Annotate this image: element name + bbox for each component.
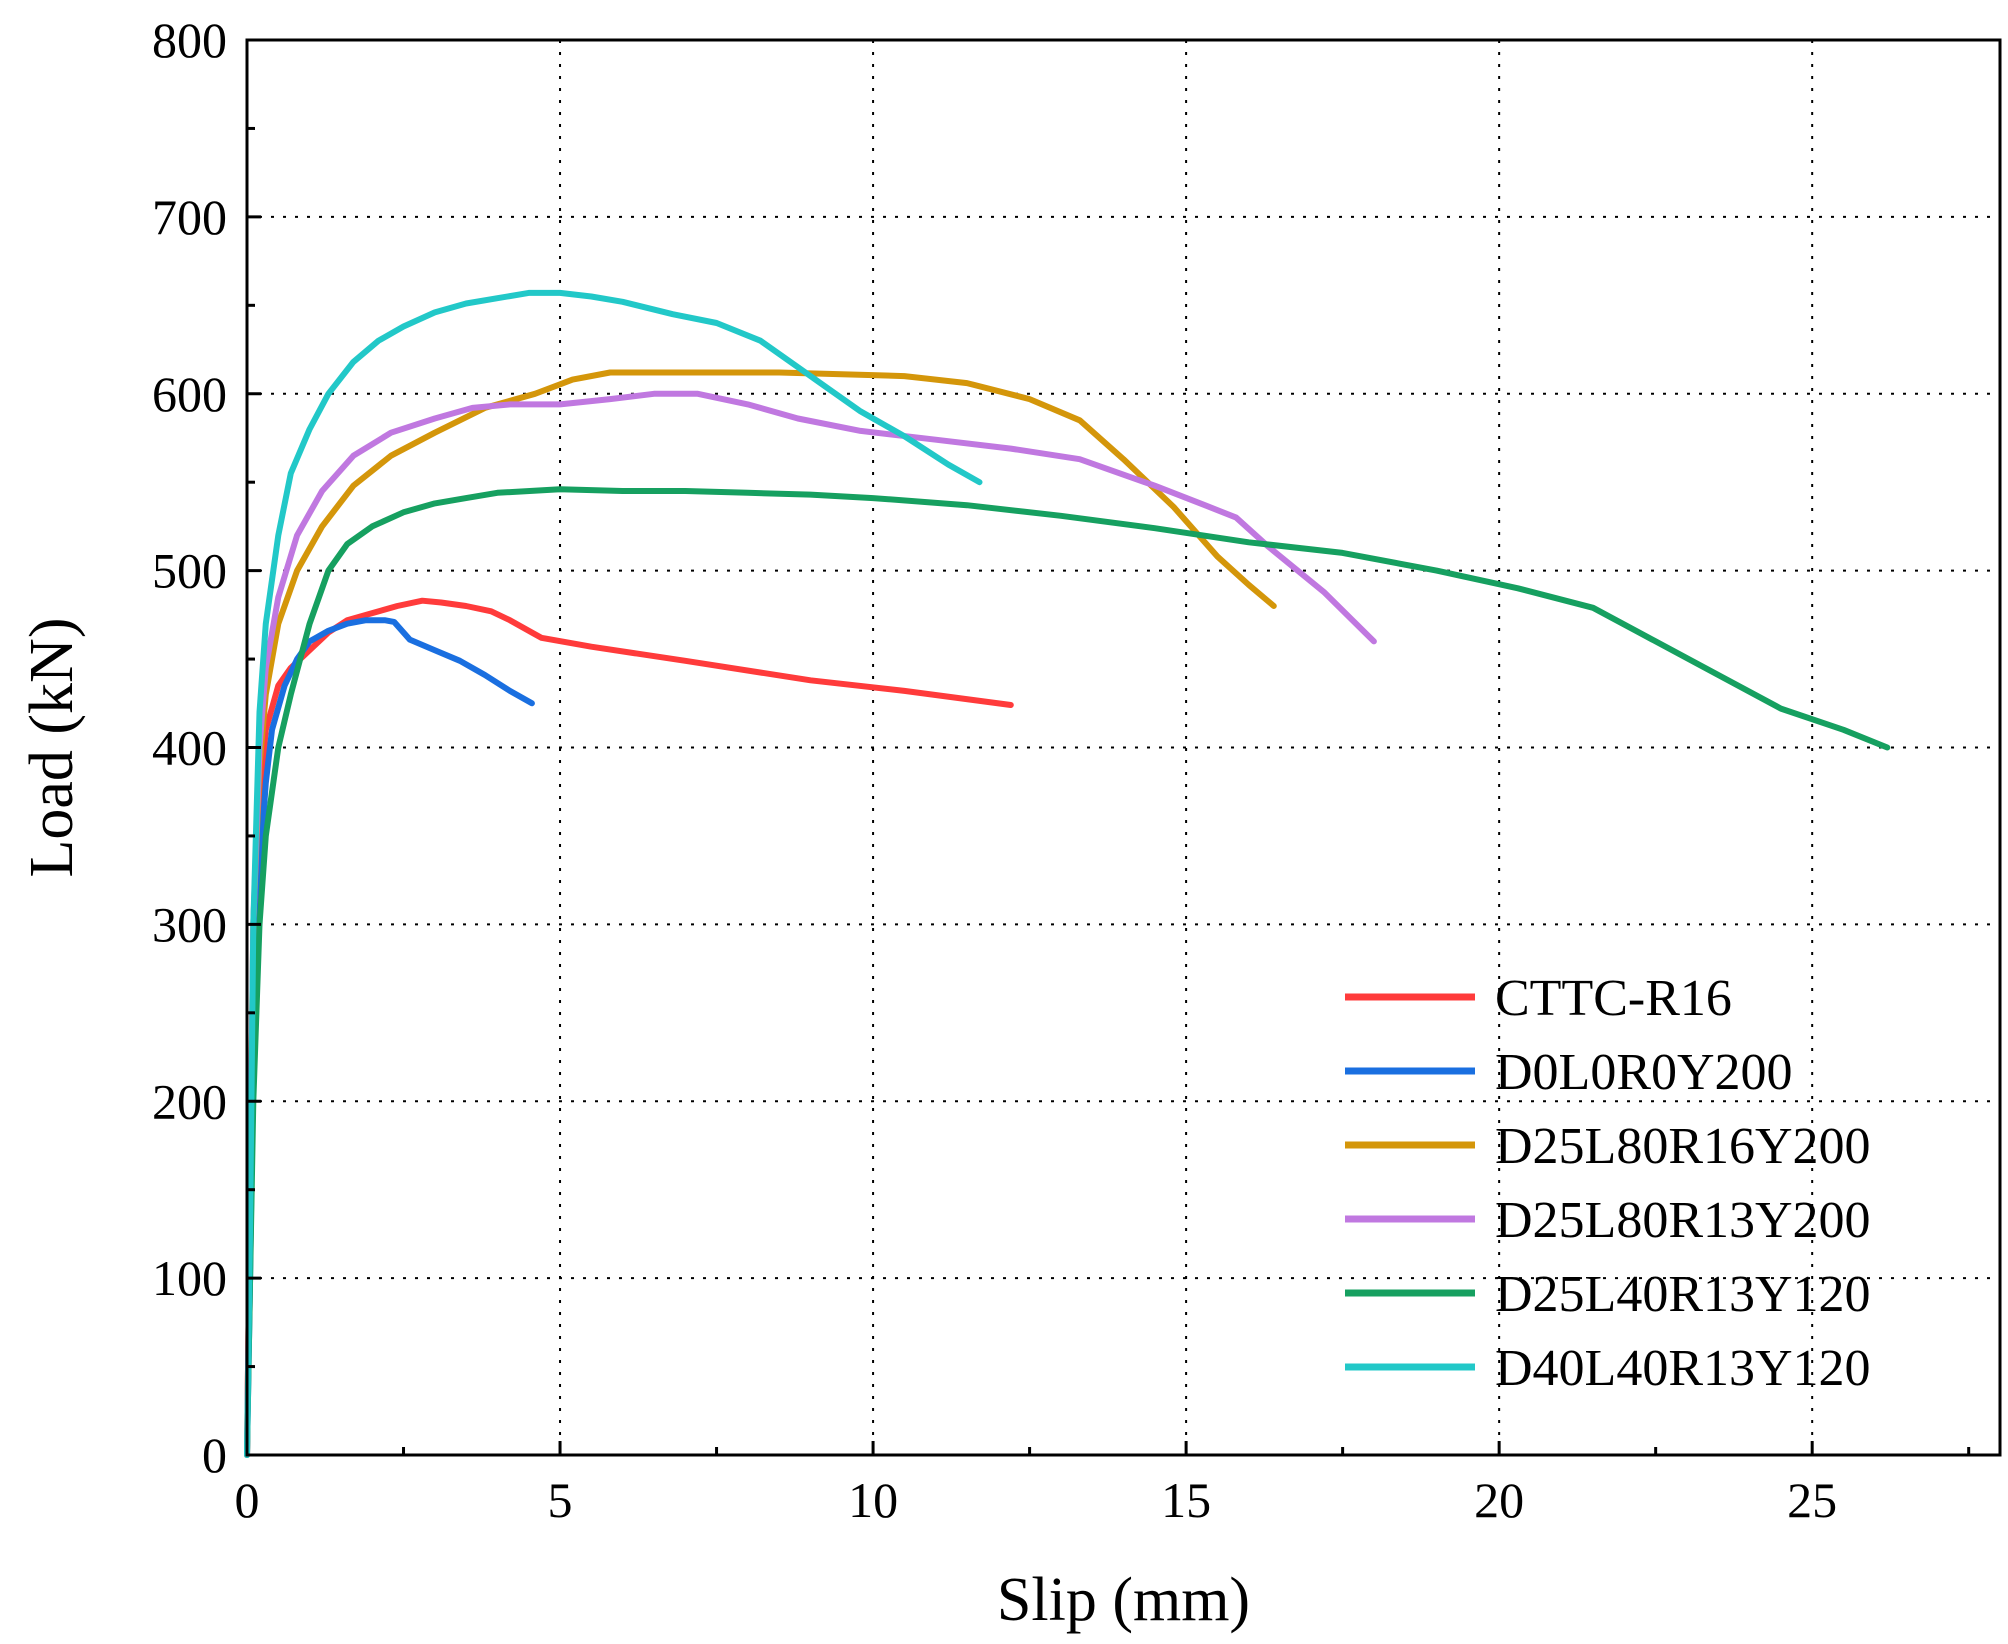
axis-ticks (245, 38, 1971, 1457)
x-tick-label: 0 (235, 1472, 260, 1528)
y-axis-title: Load (kN) (18, 618, 86, 878)
y-tick-label: 500 (152, 543, 227, 599)
y-tick-label: 300 (152, 896, 227, 952)
y-tick-label: 100 (152, 1250, 227, 1306)
legend-label: D0L0R0Y200 (1495, 1044, 1793, 1101)
legend-label: CTTC-R16 (1495, 970, 1732, 1027)
x-tick-label: 10 (848, 1472, 898, 1528)
legend-label: D40L40R13Y120 (1495, 1340, 1871, 1397)
x-tick-label: 25 (1787, 1472, 1837, 1528)
series-line-cttc-r16 (244, 597, 1014, 1458)
x-axis-title: Slip (mm) (997, 1566, 1250, 1634)
series-line-d40l40r13y120 (244, 289, 983, 1458)
legend-label: D25L80R13Y200 (1495, 1192, 1871, 1249)
x-tick-label: 15 (1161, 1472, 1211, 1528)
y-tick-label: 400 (152, 720, 227, 776)
legend: CTTC-R16 D0L0R0Y200 D25L80R16Y200 D25L80R13… (1345, 970, 1871, 1397)
series-line-d25l40r13y120 (244, 486, 1891, 1458)
y-tick-label: 700 (152, 189, 227, 245)
legend-label: D25L40R13Y120 (1495, 1266, 1871, 1323)
series-line-d25l80r13y200 (244, 390, 1377, 1458)
y-tick-label: 200 (152, 1073, 227, 1129)
x-tick-label: 20 (1474, 1472, 1524, 1528)
y-tick-label: 600 (152, 366, 227, 422)
y-tick-label: 0 (202, 1427, 227, 1483)
plot-series (244, 289, 1891, 1458)
series-line-d0l0r0y200 (244, 617, 535, 1458)
tick-labels: 0 5 10 15 20 25 0 100 200 300 400 500 600 700 800 (152, 12, 1837, 1528)
grid-lines (247, 40, 2000, 1455)
x-tick-label: 5 (548, 1472, 573, 1528)
legend-label: D25L80R16Y200 (1495, 1118, 1871, 1175)
y-tick-label: 800 (152, 12, 227, 68)
series-line-d25l80r16y200 (244, 369, 1277, 1458)
